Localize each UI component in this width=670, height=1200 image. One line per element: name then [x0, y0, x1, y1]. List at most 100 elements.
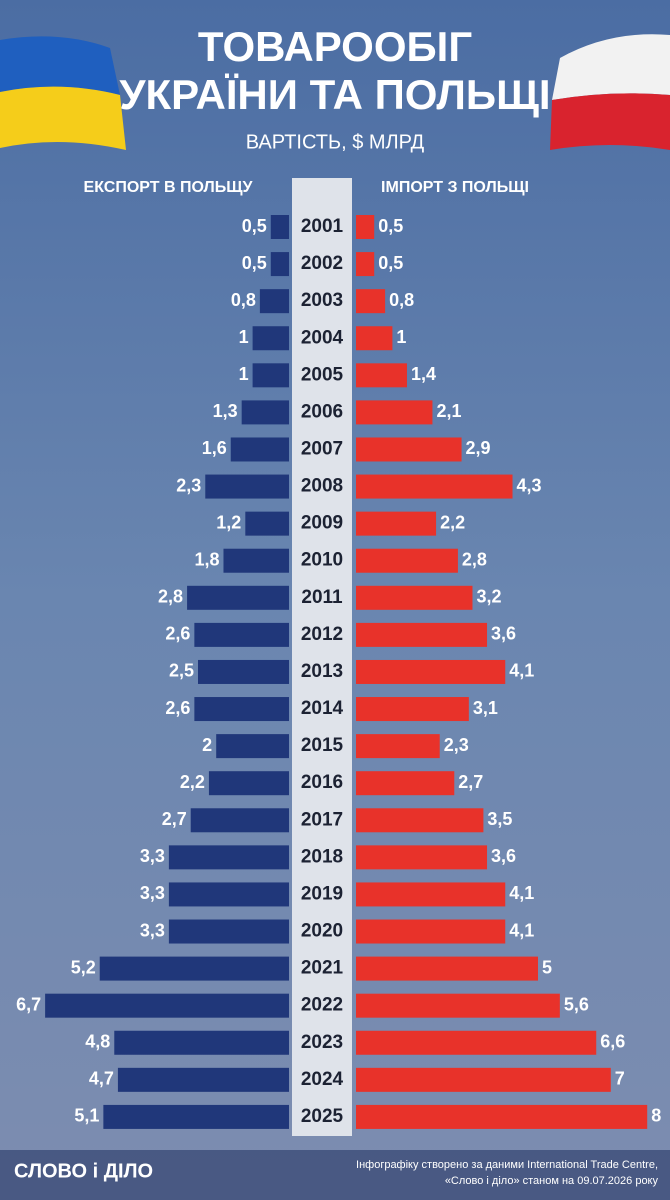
- export-value-label: 2: [202, 735, 212, 755]
- export-value-label: 3,3: [140, 920, 165, 940]
- import-value-label: 6,6: [600, 1032, 625, 1052]
- import-bar: [356, 845, 488, 870]
- ukraine-flag: [0, 36, 126, 150]
- import-value-label: 2,1: [436, 401, 461, 421]
- export-value-label: 2,5: [169, 661, 194, 681]
- export-bar: [208, 771, 289, 796]
- export-value-label: 1,6: [202, 438, 227, 458]
- import-value-label: 1,4: [411, 364, 436, 384]
- import-bar: [356, 252, 375, 277]
- export-value-label: 1,3: [213, 401, 238, 421]
- year-label: 2013: [301, 661, 343, 682]
- source: Інфографіку створено за даними Internati…: [356, 1159, 658, 1171]
- export-bar: [168, 845, 289, 870]
- title: УКРАЇНИ ТА ПОЛЬЩІ: [119, 71, 550, 118]
- import-bar: [356, 511, 437, 536]
- export-value-label: 1,2: [216, 512, 241, 532]
- export-value-label: 4,8: [85, 1032, 110, 1052]
- year-label: 2014: [301, 698, 344, 719]
- year-label: 2009: [301, 513, 343, 534]
- year-label: 2005: [301, 364, 344, 385]
- import-value-label: 0,8: [389, 290, 414, 310]
- export-bar: [114, 1030, 289, 1055]
- import-bar: [356, 363, 407, 388]
- import-bar: [356, 326, 393, 351]
- export-bar: [216, 734, 289, 759]
- export-bar: [252, 326, 289, 351]
- export-value-label: 2,3: [176, 475, 201, 495]
- export-value-label: 5,1: [74, 1106, 99, 1126]
- export-value-label: 0,8: [231, 290, 256, 310]
- import-bar: [356, 808, 484, 833]
- export-bar: [223, 548, 289, 573]
- year-label: 2018: [301, 846, 343, 867]
- import-value-label: 5: [542, 957, 552, 977]
- export-bar: [117, 1067, 289, 1092]
- export-bar: [168, 882, 289, 907]
- year-label: 2023: [301, 1032, 343, 1053]
- import-value-label: 2,9: [466, 438, 491, 458]
- export-value-label: 2,8: [158, 587, 183, 607]
- export-value-label: 1: [239, 364, 249, 384]
- export-bar: [241, 400, 289, 425]
- import-value-label: 2,7: [458, 772, 483, 792]
- export-bar: [99, 956, 289, 981]
- year-label: 2010: [301, 550, 343, 571]
- import-value-label: 4,1: [509, 920, 534, 940]
- bars: 2001 0,5 0,5 2002 0,5 0,5 2003 0,8 0,8 2004 1 1 2005…: [16, 215, 661, 1129]
- year-label: 2001: [301, 216, 344, 237]
- import-bar: [356, 771, 455, 796]
- year-label: 2007: [301, 438, 343, 459]
- year-label: 2008: [301, 476, 343, 497]
- export-bar: [190, 808, 289, 833]
- export-bar: [168, 919, 289, 944]
- legend-label: ЕКСПОРТ В ПОЛЬЩУ: [84, 179, 254, 196]
- export-bar: [205, 474, 289, 499]
- export-value-label: 3,3: [140, 883, 165, 903]
- import-value-label: 7: [615, 1069, 625, 1089]
- year-label: 2020: [301, 921, 343, 942]
- footer-band: [0, 1150, 670, 1200]
- year-label: 2024: [301, 1069, 344, 1090]
- import-bar: [356, 215, 375, 239]
- export-bar: [270, 215, 289, 239]
- import-bar: [356, 437, 462, 462]
- export-bar: [194, 697, 289, 722]
- import-bar: [356, 919, 506, 944]
- export-bar: [270, 252, 289, 277]
- export-bar: [245, 511, 289, 536]
- title: ТОВАРООБІГ: [198, 23, 472, 70]
- year-label: 2011: [301, 587, 343, 608]
- export-bar: [194, 622, 289, 647]
- import-bar: [356, 697, 469, 722]
- year-label: 2019: [301, 883, 343, 904]
- export-value-label: 2,6: [165, 624, 190, 644]
- export-bar: [259, 289, 289, 314]
- export-value-label: 2,2: [180, 772, 205, 792]
- import-bar: [356, 548, 458, 573]
- export-value-label: 5,2: [71, 957, 96, 977]
- import-value-label: 2,2: [440, 512, 465, 532]
- import-bar: [356, 1104, 648, 1129]
- import-bar: [356, 1067, 611, 1092]
- import-bar: [356, 956, 538, 981]
- import-bar: [356, 734, 440, 759]
- export-value-label: 6,7: [16, 994, 41, 1014]
- export-value-label: 2,6: [165, 698, 190, 718]
- export-value-label: 4,7: [89, 1069, 114, 1089]
- import-bar: [356, 1030, 597, 1055]
- import-bar: [356, 993, 560, 1018]
- export-bar: [230, 437, 289, 462]
- import-bar: [356, 882, 506, 907]
- export-bar: [198, 659, 289, 684]
- import-value-label: 3,1: [473, 698, 498, 718]
- import-bar: [356, 400, 433, 425]
- import-bar: [356, 474, 513, 499]
- export-bar: [252, 363, 289, 388]
- poland-flag: [550, 34, 670, 150]
- year-label: 2004: [301, 327, 344, 348]
- import-bar: [356, 585, 473, 610]
- export-value-label: 0,5: [242, 253, 267, 273]
- year-label: 2002: [301, 253, 343, 274]
